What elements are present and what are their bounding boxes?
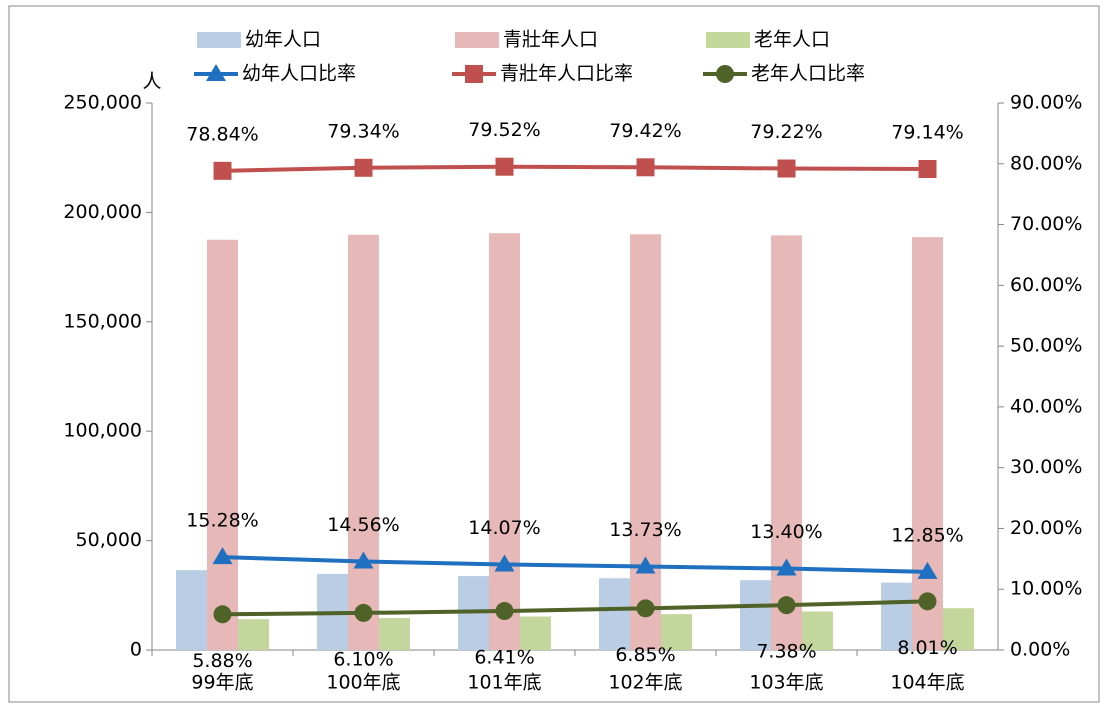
line-marker: [213, 605, 232, 624]
y2-tick-label: 0.00%: [1010, 639, 1070, 661]
y-tick-label: 150,000: [63, 310, 142, 332]
y2-tick-label: 20.00%: [1010, 517, 1082, 539]
line: [222, 164, 928, 173]
x-tick-label: 103年底: [749, 672, 823, 694]
data-label: 14.07%: [468, 517, 540, 539]
y2-tick-label: 40.00%: [1010, 395, 1082, 417]
line-marker: [494, 554, 515, 572]
line-marker: [206, 64, 226, 81]
y-tick-label: 100,000: [63, 420, 142, 442]
line-marker: [777, 159, 796, 178]
line-marker: [635, 556, 656, 574]
x-tick-label: 104年底: [890, 672, 964, 694]
y2-tick-label: 50.00%: [1010, 335, 1082, 357]
data-label: 79.34%: [327, 120, 399, 142]
data-label: 12.85%: [891, 524, 963, 546]
data-label: 13.40%: [750, 521, 822, 543]
legend-label: 幼年人口: [245, 29, 321, 51]
y2-tick-label: 90.00%: [1010, 92, 1082, 114]
line-marker: [212, 547, 233, 565]
legend-label: 青壯年人口比率: [500, 63, 633, 85]
bar: [489, 233, 520, 650]
bar: [912, 237, 943, 651]
bar: [802, 611, 833, 650]
data-label: 79.52%: [468, 119, 540, 141]
bar: [207, 239, 238, 650]
line-marker: [495, 602, 514, 621]
bar: [881, 582, 912, 650]
line-marker: [213, 161, 232, 180]
line-marker: [917, 561, 938, 579]
bar: [740, 580, 771, 650]
legend-label: 老年人口: [754, 29, 830, 51]
y2-tick-label: 10.00%: [1010, 578, 1082, 600]
bar: [943, 608, 974, 650]
bar: [661, 614, 692, 650]
line-marker: [636, 599, 655, 618]
data-label: 7.38%: [756, 641, 816, 663]
data-label: 79.14%: [891, 122, 963, 144]
legend-label: 幼年人口比率: [242, 63, 356, 85]
legend-swatch: [706, 32, 750, 48]
y-tick-label: 250,000: [63, 92, 142, 114]
x-tick-label: 101年底: [467, 672, 541, 694]
line-marker: [918, 592, 937, 611]
line: [222, 599, 928, 617]
y2-tick-label: 80.00%: [1010, 152, 1082, 174]
data-label: 6.10%: [333, 648, 393, 670]
legend-swatch: [455, 32, 499, 48]
line-marker: [776, 558, 797, 576]
bar: [630, 234, 661, 650]
y2-tick-label: 30.00%: [1010, 456, 1082, 478]
data-label: 79.22%: [750, 121, 822, 143]
legend-label: 青壯年人口: [503, 29, 598, 51]
line-marker: [716, 65, 734, 83]
bar: [176, 570, 207, 650]
y2-tick-label: 70.00%: [1010, 213, 1082, 235]
line-marker: [354, 158, 373, 177]
line-marker: [636, 158, 655, 177]
bar: [599, 578, 630, 650]
line-marker: [465, 65, 483, 83]
legend-swatch: [197, 32, 241, 48]
bar: [238, 619, 269, 650]
data-label: 8.01%: [897, 637, 957, 659]
data-label: 79.42%: [609, 120, 681, 142]
line-marker: [353, 551, 374, 569]
y2-tick-label: 60.00%: [1010, 274, 1082, 296]
line-marker: [777, 596, 796, 615]
bar: [348, 234, 379, 651]
data-label: 15.28%: [186, 510, 258, 532]
x-tick-label: 99年底: [191, 672, 253, 694]
data-label: 5.88%: [192, 650, 252, 672]
x-tick-label: 100年底: [326, 672, 400, 694]
bar: [379, 618, 410, 650]
line-marker: [495, 157, 514, 176]
line: [222, 555, 928, 574]
legend-label: 老年人口比率: [751, 63, 865, 85]
y-axis-label: 人: [142, 71, 161, 93]
line-marker: [918, 160, 937, 179]
y-tick-label: 0: [130, 639, 142, 661]
data-label: 78.84%: [186, 123, 258, 145]
data-label: 6.85%: [615, 644, 675, 666]
bar: [520, 616, 551, 650]
data-label: 13.73%: [609, 519, 681, 541]
data-label: 6.41%: [474, 647, 534, 669]
data-label: 14.56%: [327, 514, 399, 536]
x-tick-label: 102年底: [608, 672, 682, 694]
bar: [771, 235, 802, 650]
y-tick-label: 200,000: [63, 201, 142, 223]
line-marker: [354, 603, 373, 622]
y-tick-label: 50,000: [76, 529, 142, 551]
